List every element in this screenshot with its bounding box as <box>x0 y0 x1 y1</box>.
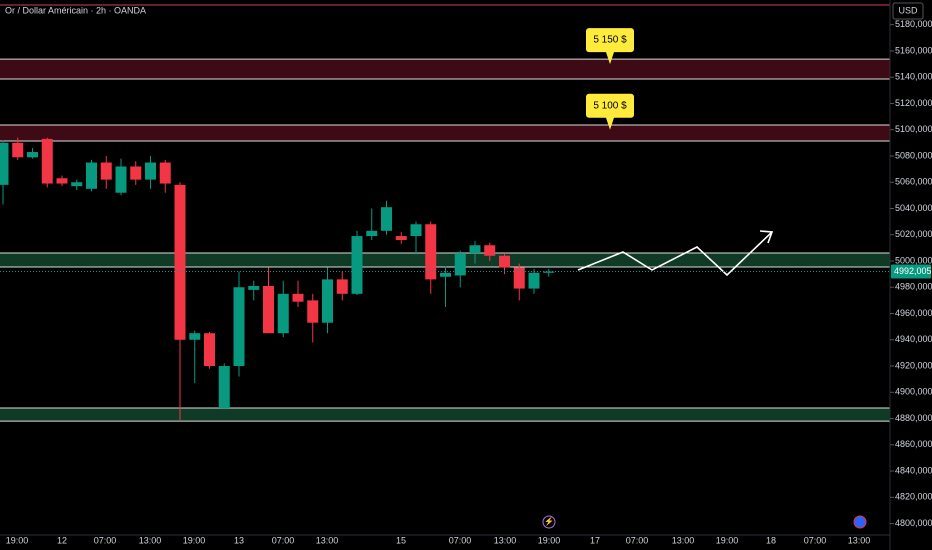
candle-body <box>425 224 437 280</box>
candle-body <box>248 285 260 290</box>
candle-body <box>174 184 186 340</box>
candle-body <box>395 236 407 240</box>
candle-body <box>130 166 142 180</box>
candle-body <box>100 162 112 180</box>
candle-body <box>71 182 83 187</box>
candle-body <box>307 300 319 323</box>
last-price-box <box>891 264 931 279</box>
y-tick-label: 5020,000 <box>895 229 932 239</box>
y-tick-label: 4800,000 <box>895 518 932 528</box>
candle-body <box>86 162 97 189</box>
x-tick-label: 18 <box>766 535 776 545</box>
y-tick-label: 5180,000 <box>895 19 932 29</box>
candle-body <box>233 287 245 367</box>
candle-body <box>499 255 510 268</box>
callout-text: 5 150 $ <box>593 35 627 46</box>
x-tick-label: 13:00 <box>848 535 871 545</box>
x-tick-label: 07:00 <box>449 535 472 545</box>
callout-text: 5 100 $ <box>593 100 627 111</box>
event-icon-glyph: ⚡ <box>544 516 554 526</box>
y-tick-label: 4880,000 <box>895 413 932 423</box>
candle-body <box>0 142 9 185</box>
x-tick-label: 19:00 <box>183 535 206 545</box>
y-tick-label: 4920,000 <box>895 360 932 370</box>
y-tick-label: 5100,000 <box>895 124 932 134</box>
candle-body <box>351 236 363 294</box>
y-tick-label: 4940,000 <box>895 334 932 344</box>
candle-body <box>189 333 201 340</box>
callout-bubble <box>586 28 634 65</box>
zone <box>0 408 890 422</box>
projection-arrowhead <box>759 230 774 244</box>
currency-box <box>892 2 924 20</box>
x-tick-label: 07:00 <box>804 535 827 545</box>
candle-body <box>204 333 215 367</box>
candle-body <box>336 279 348 294</box>
candle-body <box>381 207 392 231</box>
y-tick-label: 4860,000 <box>895 439 932 449</box>
y-tick-label: 5160,000 <box>895 45 932 55</box>
y-tick-label: 4900,000 <box>895 387 932 397</box>
y-tick-label: 4960,000 <box>895 308 932 318</box>
candle-body <box>56 178 68 184</box>
projection-path <box>577 231 773 277</box>
zone <box>0 124 890 142</box>
zone <box>0 59 890 80</box>
x-tick-label: 13:00 <box>316 535 339 545</box>
y-tick-label: 5040,000 <box>895 203 932 213</box>
candle-body <box>513 267 525 289</box>
x-tick-label: 17 <box>590 535 600 545</box>
x-tick-label: 07:00 <box>272 535 295 545</box>
candle-body <box>484 245 496 256</box>
candle-body <box>218 366 230 409</box>
chart-title: Or / Dollar Américain · 2h · OANDA <box>5 5 146 15</box>
zone <box>0 252 890 268</box>
candle-body <box>410 224 422 237</box>
candle-body <box>159 162 171 184</box>
y-tick-label: 5060,000 <box>895 177 932 187</box>
candle-body <box>454 253 466 276</box>
y-tick-label: 4840,000 <box>895 465 932 475</box>
x-tick-label: 12 <box>57 535 67 545</box>
x-tick-label: 13:00 <box>139 535 162 545</box>
candle-body <box>366 230 378 237</box>
candle-body <box>440 272 451 277</box>
x-tick-label: 13:00 <box>494 535 517 545</box>
y-tick-label: 5140,000 <box>895 72 932 82</box>
candle-body <box>263 285 274 334</box>
y-tick-label: 5000,000 <box>895 255 932 265</box>
candle-body <box>322 279 333 323</box>
candle-body <box>292 293 304 302</box>
y-tick-label: 4820,000 <box>895 492 932 502</box>
x-tick-label: 19:00 <box>6 535 29 545</box>
candle-body <box>115 166 127 193</box>
y-tick-label: 4980,000 <box>895 282 932 292</box>
last-price-label: 4992,005 <box>894 266 932 276</box>
candle-body <box>469 245 481 254</box>
candle-body <box>12 142 24 158</box>
x-tick-label: 19:00 <box>716 535 739 545</box>
x-tick-label: 13:00 <box>672 535 695 545</box>
x-tick-label: 15 <box>396 535 406 545</box>
x-tick-label: 07:00 <box>626 535 649 545</box>
callout-bubble <box>586 93 634 130</box>
flag-icon[interactable] <box>853 515 867 529</box>
candle-body <box>27 152 38 158</box>
x-tick-label: 13 <box>234 535 244 545</box>
candle-body <box>528 272 540 289</box>
y-tick-label: 5120,000 <box>895 98 932 108</box>
currency-label: USD <box>898 5 918 15</box>
candle-body <box>145 162 156 180</box>
x-tick-label: 07:00 <box>94 535 117 545</box>
x-tick-label: 19:00 <box>538 535 561 545</box>
event-icon[interactable] <box>542 515 556 529</box>
candle-body <box>41 138 53 184</box>
y-tick-label: 5080,000 <box>895 150 932 160</box>
candle-body <box>543 271 555 273</box>
candle-body <box>277 293 289 334</box>
